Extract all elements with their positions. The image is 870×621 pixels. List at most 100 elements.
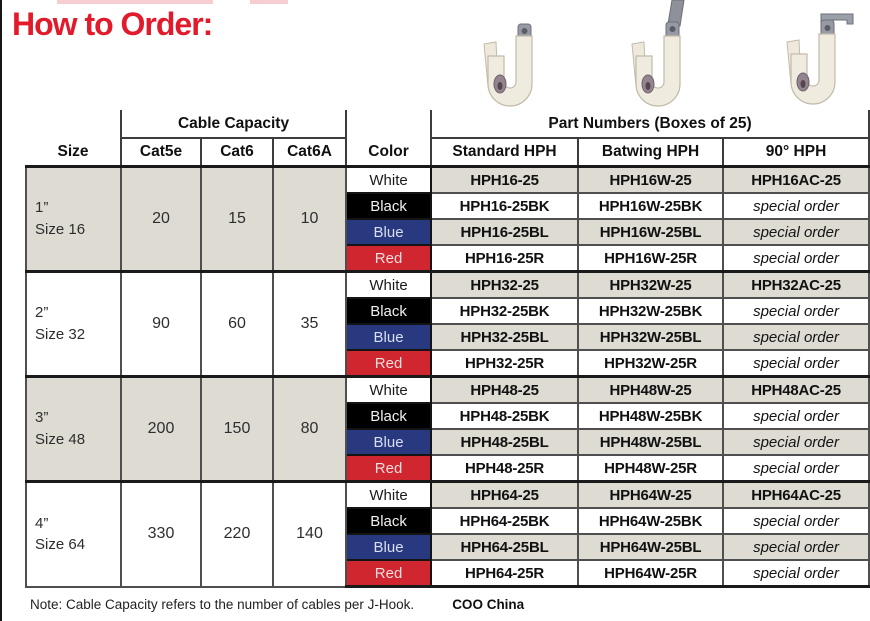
part-number: HPH64W-25R bbox=[577, 559, 725, 588]
capacity-cat5e: 330 bbox=[120, 480, 202, 588]
special-order-cell: special order bbox=[722, 218, 870, 246]
part-number: HPH64W-25BL bbox=[577, 533, 725, 561]
cropped-text-artifact bbox=[250, 0, 288, 4]
part-number: HPH48-25 bbox=[430, 375, 580, 404]
color-cell-red: Red bbox=[345, 244, 433, 273]
special-order-cell: special order bbox=[722, 559, 870, 588]
special-order-cell: special order bbox=[722, 454, 870, 483]
part-number: HPH64-25BK bbox=[430, 507, 580, 535]
column-header-cat6: Cat6 bbox=[200, 138, 274, 167]
part-number: HPH32-25R bbox=[430, 349, 580, 378]
table-row: 2” Size 32 90 60 35 White HPH32-25 HPH32… bbox=[25, 270, 870, 378]
special-order-cell: special order bbox=[722, 323, 870, 351]
table-row: Black HPH48-25BK HPH48W-25BK special ord… bbox=[26, 402, 870, 430]
part-number: HPH48W-25R bbox=[577, 454, 725, 483]
table-row: Black HPH32-25BK HPH32W-25BK special ord… bbox=[26, 297, 870, 325]
color-cell-black: Black bbox=[345, 192, 433, 220]
part-number: HPH48W-25 bbox=[577, 375, 725, 404]
color-cell-blue: Blue bbox=[345, 218, 433, 246]
footnote-text: Note: Cable Capacity refers to the numbe… bbox=[30, 597, 415, 612]
size-number: Size 48 bbox=[35, 431, 86, 448]
color-cell-white: White bbox=[345, 480, 433, 509]
part-number: HPH32W-25 bbox=[577, 270, 725, 299]
special-order-cell: special order bbox=[722, 402, 870, 430]
part-number: HPH32-25BK bbox=[430, 297, 580, 325]
size-cell: 1” Size 16 bbox=[25, 165, 122, 273]
special-order-cell: special order bbox=[722, 533, 870, 561]
size-inches: 2” bbox=[35, 304, 49, 322]
color-cell-blue: Blue bbox=[345, 428, 433, 456]
size-cell: 2” Size 32 bbox=[25, 270, 122, 378]
part-number: HPH16AC-25 bbox=[722, 165, 870, 194]
size-number: Size 32 bbox=[35, 326, 86, 343]
part-number: HPH48-25BK bbox=[430, 402, 580, 430]
special-order-cell: special order bbox=[722, 507, 870, 535]
color-cell-black: Black bbox=[345, 402, 433, 430]
coo-label: COO China bbox=[452, 597, 525, 612]
part-number: HPH16W-25 bbox=[577, 165, 725, 194]
color-cell-black: Black bbox=[345, 507, 433, 535]
part-number: HPH64-25R bbox=[430, 559, 580, 588]
size-number: Size 16 bbox=[35, 221, 86, 238]
part-number: HPH32-25BL bbox=[430, 323, 580, 351]
column-header-cat6a: Cat6A bbox=[271, 138, 348, 167]
size-number: Size 64 bbox=[35, 536, 86, 554]
ninety-degree-jhook-image bbox=[786, 13, 854, 105]
batwing-jhook-image bbox=[631, 0, 685, 107]
part-number: HPH16-25R bbox=[430, 244, 580, 273]
table-row: Blue HPH16-25BL HPH16W-25BL special orde… bbox=[26, 218, 870, 246]
part-number: HPH64-25BL bbox=[430, 533, 580, 561]
table-row: 3” Size 48 200 150 80 White HPH48-25 HPH… bbox=[25, 375, 870, 483]
table-row: Blue HPH32-25BL HPH32W-25BL special orde… bbox=[26, 323, 870, 351]
part-number: HPH64W-25BK bbox=[577, 507, 725, 535]
size-inches: 3” bbox=[35, 409, 49, 427]
table-row: Red HPH48-25R HPH48W-25R special order bbox=[26, 454, 870, 483]
color-cell-white: White bbox=[345, 375, 433, 404]
column-header-size: Size bbox=[26, 138, 122, 167]
size-inches: 4” bbox=[35, 514, 49, 532]
capacity-cat6: 15 bbox=[200, 165, 274, 273]
column-header-cat5e: Cat5e bbox=[120, 138, 202, 167]
header-cable-capacity: Cable Capacity bbox=[119, 110, 348, 139]
color-cell-white: White bbox=[345, 270, 433, 299]
part-number: HPH48W-25BK bbox=[577, 402, 725, 430]
capacity-cat6a: 140 bbox=[271, 480, 348, 588]
part-number: HPH16W-25BK bbox=[577, 192, 725, 220]
capacity-cat6: 220 bbox=[200, 480, 274, 588]
capacity-cat6: 60 bbox=[200, 270, 274, 378]
header-spacer-size bbox=[26, 110, 122, 138]
special-order-cell: special order bbox=[722, 297, 870, 325]
color-cell-blue: Blue bbox=[345, 533, 433, 561]
size-inches: 1” bbox=[35, 199, 49, 217]
page-title: How to Order: bbox=[12, 6, 213, 42]
column-header-batwing-hph: Batwing HPH bbox=[577, 138, 725, 167]
capacity-cat6a: 10 bbox=[271, 165, 348, 273]
color-cell-red: Red bbox=[345, 349, 433, 378]
special-order-cell: special order bbox=[722, 349, 870, 378]
special-order-cell: special order bbox=[722, 428, 870, 456]
color-cell-red: Red bbox=[345, 559, 433, 588]
table-row: 4” Size 64 330 220 140 White HPH64-25 HP… bbox=[25, 480, 870, 588]
product-photos bbox=[440, 0, 870, 108]
special-order-cell: special order bbox=[722, 244, 870, 273]
capacity-cat6: 150 bbox=[200, 375, 274, 483]
capacity-cat5e: 90 bbox=[120, 270, 202, 378]
capacity-cat5e: 20 bbox=[120, 165, 202, 273]
part-number: HPH48-25R bbox=[430, 454, 580, 483]
cropped-text-artifact bbox=[57, 0, 213, 4]
color-cell-red: Red bbox=[345, 454, 433, 483]
header-part-numbers: Part Numbers (Boxes of 25) bbox=[430, 110, 870, 139]
part-number: HPH16W-25R bbox=[577, 244, 725, 273]
column-header-90-hph: 90° HPH bbox=[722, 138, 870, 167]
table-row: Blue HPH64-25BL HPH64W-25BL special orde… bbox=[26, 533, 870, 561]
capacity-cat6a: 80 bbox=[271, 375, 348, 483]
order-table: Cable Capacity Part Numbers (Boxes of 25… bbox=[25, 110, 870, 588]
table-row: Black HPH16-25BK HPH16W-25BK special ord… bbox=[26, 192, 870, 220]
part-number: HPH64W-25 bbox=[577, 480, 725, 509]
color-cell-white: White bbox=[345, 165, 433, 194]
size-cell: 3” Size 48 bbox=[25, 375, 122, 483]
capacity-cat5e: 200 bbox=[120, 375, 202, 483]
column-header-standard-hph: Standard HPH bbox=[430, 138, 580, 167]
part-number: HPH32W-25BL bbox=[577, 323, 725, 351]
special-order-cell: special order bbox=[722, 192, 870, 220]
